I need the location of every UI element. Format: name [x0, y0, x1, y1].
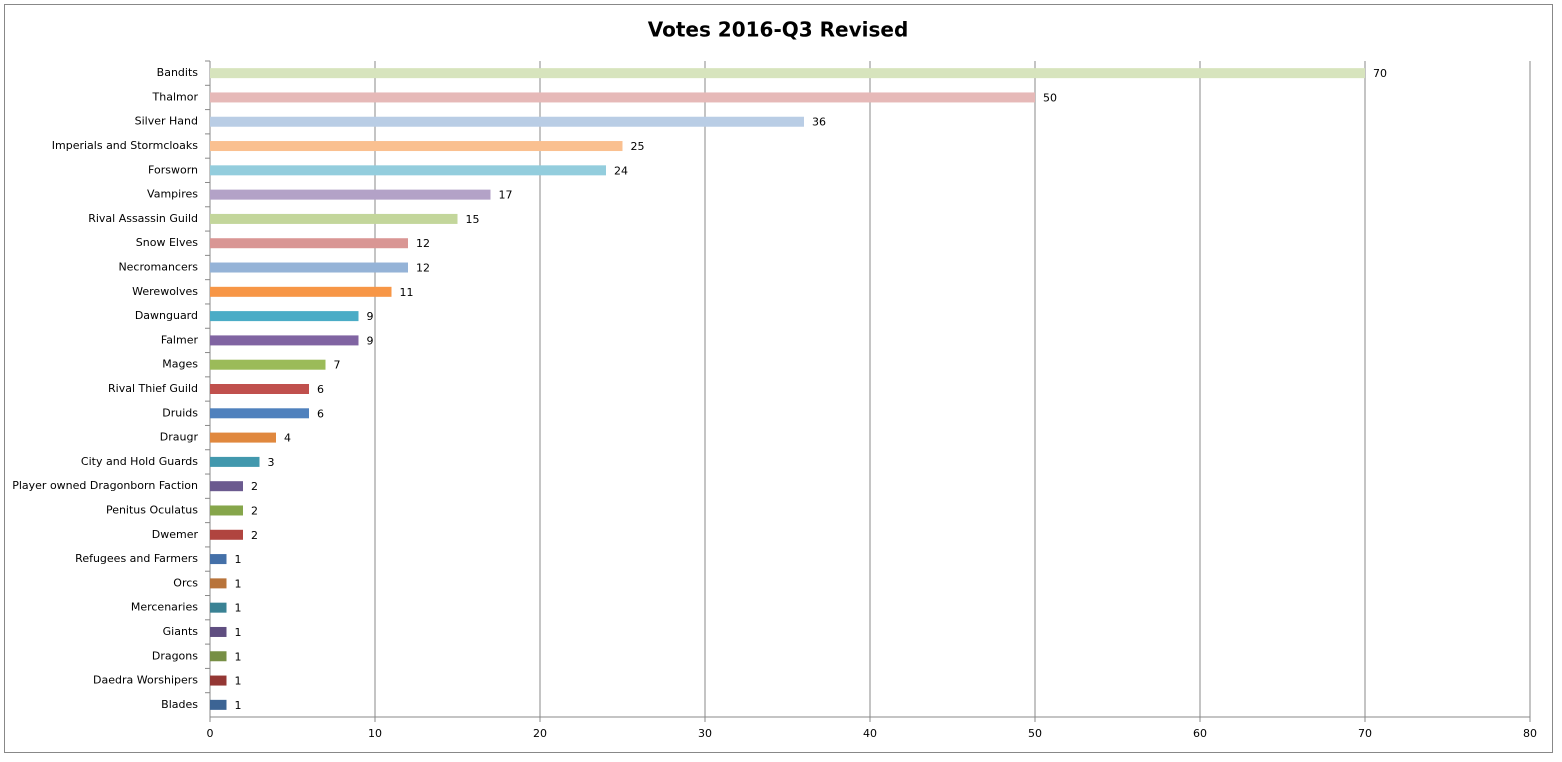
value-label: 4: [284, 432, 291, 445]
bar: [210, 335, 359, 346]
chart-title: Votes 2016-Q3 Revised: [648, 18, 909, 42]
x-tick-label: 40: [863, 727, 877, 740]
y-tick-label: Orcs: [173, 576, 198, 589]
value-label: 6: [317, 407, 324, 420]
bar: [210, 238, 408, 249]
bar: [210, 699, 227, 710]
bar: [210, 359, 326, 370]
y-tick-label: Blades: [161, 698, 198, 711]
value-label: 15: [466, 213, 480, 226]
bar: [210, 141, 623, 152]
y-tick-label: Giants: [163, 625, 199, 638]
value-label: 1: [235, 553, 242, 566]
y-tick-label: Forsworn: [148, 163, 198, 176]
value-label: 1: [235, 602, 242, 615]
bar: [210, 626, 227, 637]
value-label: 70: [1373, 67, 1387, 80]
value-label: 6: [317, 383, 324, 396]
value-label: 7: [334, 359, 341, 372]
bar: [210, 189, 491, 200]
y-tick-label: Snow Elves: [136, 236, 198, 249]
value-label: 9: [367, 334, 374, 347]
bar: [210, 529, 243, 540]
value-label: 24: [614, 164, 628, 177]
value-label: 12: [416, 237, 430, 250]
value-label: 2: [251, 504, 258, 517]
x-tick-label: 20: [533, 727, 547, 740]
y-tick-label: Thalmor: [152, 90, 199, 103]
bar: [210, 602, 227, 613]
x-tick-label: 60: [1193, 727, 1207, 740]
value-label: 1: [235, 626, 242, 639]
y-tick-label: Imperials and Stormcloaks: [52, 139, 199, 152]
y-tick-label: City and Hold Guards: [81, 455, 198, 468]
bar: [210, 116, 804, 127]
bar: [210, 262, 408, 273]
bar: [210, 165, 606, 176]
y-tick-label: Player owned Dragonborn Faction: [12, 479, 198, 492]
x-tick-label: 50: [1028, 727, 1042, 740]
y-tick-label: Dwemer: [152, 528, 199, 541]
bar: [210, 408, 309, 419]
chart-border: [4, 4, 1553, 753]
y-tick-label: Rival Thief Guild: [108, 382, 198, 395]
y-tick-label: Werewolves: [132, 285, 198, 298]
y-tick-label: Daedra Worshipers: [93, 674, 198, 687]
value-label: 25: [631, 140, 645, 153]
bar: [210, 505, 243, 516]
y-tick-label: Vampires: [147, 188, 198, 201]
y-tick-label: Silver Hand: [135, 115, 198, 128]
bar: [210, 92, 1035, 103]
bar: [210, 651, 227, 662]
bar: [210, 456, 260, 467]
value-label: 12: [416, 262, 430, 275]
value-label: 3: [268, 456, 275, 469]
bar: [210, 68, 1365, 79]
y-tick-label: Bandits: [157, 66, 199, 79]
x-tick-label: 30: [698, 727, 712, 740]
value-label: 1: [235, 577, 242, 590]
value-label: 1: [235, 675, 242, 688]
value-label: 50: [1043, 91, 1057, 104]
y-tick-label: Draugr: [160, 431, 199, 444]
value-label: 11: [400, 286, 414, 299]
y-tick-label: Refugees and Farmers: [75, 552, 198, 565]
value-label: 2: [251, 480, 258, 493]
x-tick-label: 80: [1523, 727, 1537, 740]
y-tick-label: Dragons: [152, 649, 198, 662]
y-tick-label: Rival Assassin Guild: [88, 212, 198, 225]
bar: [210, 286, 392, 297]
value-label: 1: [235, 699, 242, 712]
value-label: 17: [499, 189, 513, 202]
bar: [210, 213, 458, 224]
value-label: 36: [812, 116, 826, 129]
bar: [210, 432, 276, 443]
value-label: 2: [251, 529, 258, 542]
bar: [210, 578, 227, 589]
x-tick-label: 70: [1358, 727, 1372, 740]
value-label: 9: [367, 310, 374, 323]
y-tick-label: Druids: [162, 406, 198, 419]
y-tick-label: Necromancers: [118, 261, 198, 274]
bar: [210, 554, 227, 565]
bar: [210, 481, 243, 492]
value-label: 1: [235, 650, 242, 663]
y-tick-label: Dawnguard: [135, 309, 198, 322]
bar: [210, 311, 359, 322]
y-tick-label: Falmer: [161, 333, 199, 346]
y-tick-label: Mercenaries: [131, 601, 198, 614]
y-tick-label: Penitus Oculatus: [106, 503, 198, 516]
bar: [210, 384, 309, 394]
x-tick-label: 0: [207, 727, 214, 740]
x-tick-label: 10: [368, 727, 382, 740]
y-tick-label: Mages: [162, 358, 198, 371]
bar: [210, 675, 227, 686]
